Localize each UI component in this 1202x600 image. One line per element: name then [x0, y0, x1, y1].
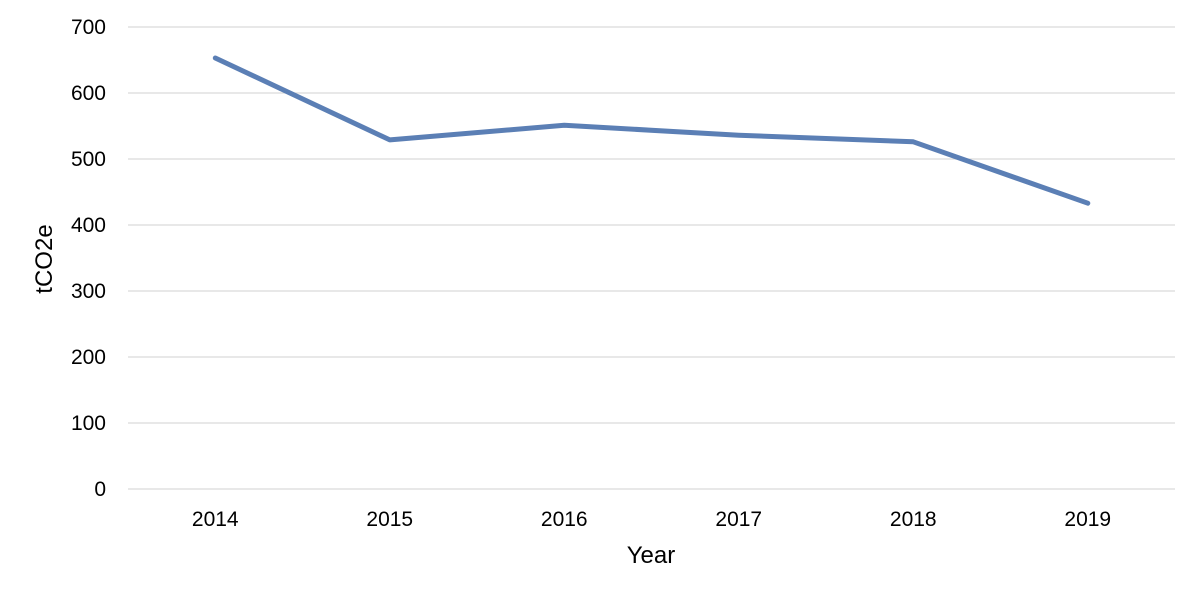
x-tick-label: 2018 [890, 508, 937, 531]
series-group [212, 55, 1091, 206]
gridlines [128, 26, 1175, 490]
x-tick-label: 2014 [192, 508, 239, 531]
x-axis-title: Year [627, 542, 676, 569]
x-tick-label: 2015 [366, 508, 413, 531]
y-tick-label: 400 [71, 214, 106, 237]
y-tick-label: 0 [94, 478, 106, 501]
y-tick-label: 100 [71, 412, 106, 435]
y-tick-label: 500 [71, 148, 106, 171]
y-tick-label: 600 [71, 82, 106, 105]
series-line-0 [212, 55, 1091, 206]
x-tick-label: 2017 [715, 508, 762, 531]
y-axis-title: tCO2e [31, 224, 58, 293]
x-axis-tick-labels: 2014 2015 2016 2017 2018 2019 [192, 508, 1111, 531]
x-tick-label: 2016 [541, 508, 588, 531]
y-axis-tick-labels: 0 100 200 300 400 500 600 700 [71, 16, 106, 501]
y-tick-label: 700 [71, 16, 106, 39]
y-tick-label: 200 [71, 346, 106, 369]
y-tick-label: 300 [71, 280, 106, 303]
x-tick-label: 2019 [1064, 508, 1111, 531]
